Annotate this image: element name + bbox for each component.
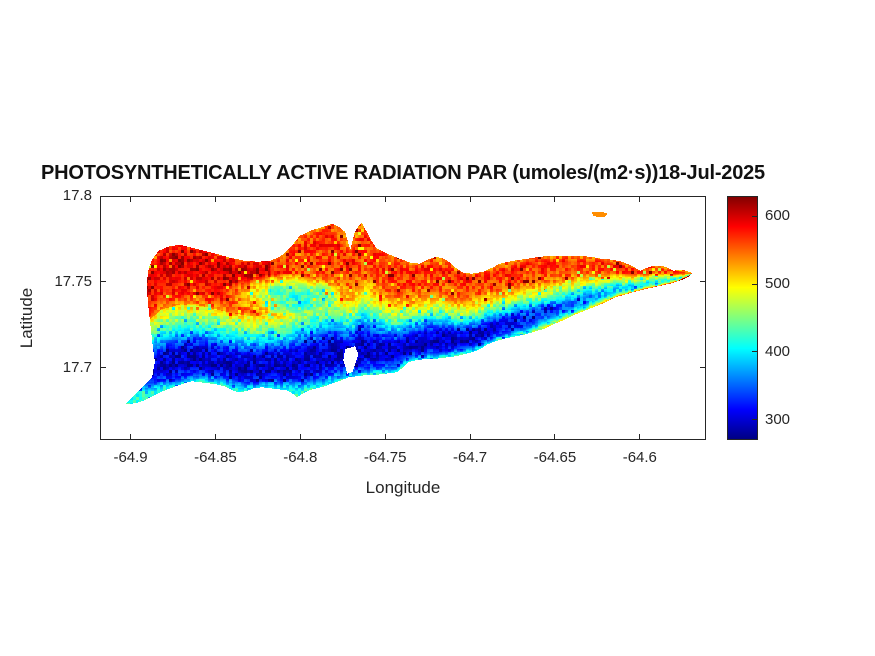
y-tick-left — [101, 281, 106, 283]
colorbar-tick-label: 300 — [765, 410, 791, 428]
x-tick-top — [384, 197, 386, 202]
x-tick-top — [214, 197, 216, 202]
colorbar-tick — [752, 283, 757, 285]
x-tick-top — [554, 197, 556, 202]
x-tick-top — [639, 197, 641, 202]
y-tick-label: 17.7 — [62, 358, 92, 376]
y-tick-right — [700, 195, 705, 197]
colorbar-tick-label: 600 — [765, 207, 791, 225]
y-tick-right — [700, 367, 705, 369]
colorbar-tick-label: 500 — [765, 275, 791, 293]
x-tick-bottom — [554, 434, 556, 439]
colorbar-gradient — [727, 196, 758, 440]
x-axis-label: Longitude — [365, 478, 441, 497]
par-heatmap-canvas — [100, 196, 706, 440]
y-tick-label: 17.75 — [54, 272, 92, 290]
x-tick-label: -64.75 — [363, 449, 407, 466]
x-tick-label: -64.6 — [622, 449, 657, 466]
x-tick-bottom — [299, 434, 301, 439]
x-tick-top — [130, 197, 132, 202]
y-tick-left — [101, 195, 106, 197]
x-tick-label: -64.8 — [283, 449, 318, 466]
x-tick-label: -64.7 — [452, 449, 488, 466]
y-tick-left — [101, 367, 106, 369]
x-tick-label: -64.85 — [194, 449, 237, 466]
y-axis-label: Latitude — [17, 287, 36, 349]
colorbar-tick — [752, 351, 757, 353]
colorbar-tick — [752, 419, 757, 421]
x-tick-top — [469, 197, 471, 202]
x-tick-label: -64.65 — [533, 449, 577, 466]
colorbar-tick — [752, 215, 757, 217]
x-tick-bottom — [469, 434, 471, 439]
x-tick-bottom — [639, 434, 641, 439]
y-tick-label: 17.8 — [62, 187, 92, 204]
y-tick-right — [700, 281, 705, 283]
x-tick-bottom — [130, 434, 132, 439]
x-tick-label: -64.9 — [113, 449, 148, 466]
colorbar-tick-label: 400 — [765, 342, 791, 360]
chart-title: PHOTOSYNTHETICALLY ACTIVE RADIATION PAR … — [41, 162, 765, 184]
x-tick-bottom — [384, 434, 386, 439]
x-tick-bottom — [214, 434, 216, 439]
x-tick-top — [299, 197, 301, 202]
